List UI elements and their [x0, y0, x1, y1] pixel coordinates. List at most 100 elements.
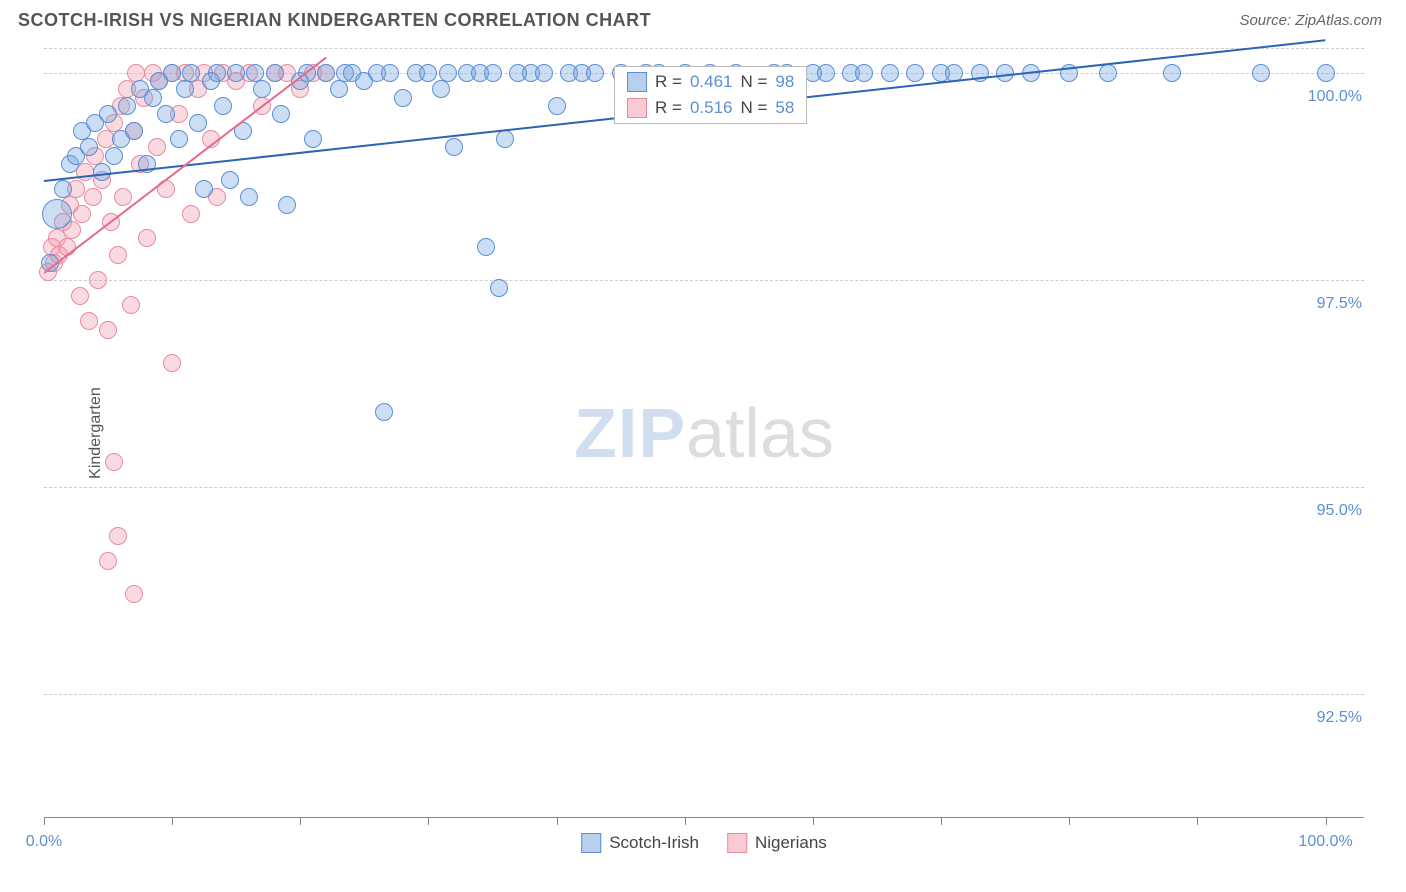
data-point: [54, 180, 72, 198]
x-tick: [685, 817, 686, 825]
data-point: [278, 196, 296, 214]
r-value: 0.461: [690, 72, 733, 92]
swatch-blue: [627, 72, 647, 92]
data-point: [496, 130, 514, 148]
x-tick: [1326, 817, 1327, 825]
header: SCOTCH-IRISH VS NIGERIAN KINDERGARTEN CO…: [0, 0, 1406, 39]
data-point: [42, 199, 72, 229]
data-point: [1163, 64, 1181, 82]
data-point: [1099, 64, 1117, 82]
legend-item-blue: Scotch-Irish: [581, 833, 699, 853]
x-tick: [813, 817, 814, 825]
x-tick: [941, 817, 942, 825]
y-tick-label: 97.5%: [1317, 295, 1366, 313]
data-point: [89, 271, 107, 289]
data-point: [182, 205, 200, 223]
gridline: [44, 280, 1364, 281]
stats-row-blue: R = 0.461 N = 98: [615, 69, 806, 95]
x-tick-label: 100.0%: [1298, 833, 1352, 851]
data-point: [80, 312, 98, 330]
data-point: [176, 80, 194, 98]
r-label: R =: [655, 98, 682, 118]
data-point: [330, 80, 348, 98]
data-point: [535, 64, 553, 82]
watermark: ZIPatlas: [574, 393, 834, 473]
x-tick: [1197, 817, 1198, 825]
n-label: N =: [740, 72, 767, 92]
data-point: [432, 80, 450, 98]
data-point: [484, 64, 502, 82]
legend: Scotch-Irish Nigerians: [581, 833, 827, 853]
data-point: [71, 287, 89, 305]
data-point: [208, 64, 226, 82]
y-axis-label: Kindergarten: [87, 387, 105, 479]
data-point: [80, 138, 98, 156]
data-point: [490, 279, 508, 297]
x-tick: [44, 817, 45, 825]
data-point: [246, 64, 264, 82]
data-point: [394, 89, 412, 107]
data-point: [227, 64, 245, 82]
data-point: [445, 138, 463, 156]
data-point: [906, 64, 924, 82]
stats-row-pink: R = 0.516 N = 58: [615, 95, 806, 121]
data-point: [381, 64, 399, 82]
data-point: [84, 188, 102, 206]
swatch-pink: [627, 98, 647, 118]
data-point: [76, 163, 94, 181]
data-point: [195, 180, 213, 198]
data-point: [881, 64, 899, 82]
swatch-blue: [581, 833, 601, 853]
gridline: [44, 48, 1364, 49]
data-point: [109, 246, 127, 264]
data-point: [105, 147, 123, 165]
stats-box: R = 0.461 N = 98 R = 0.516 N = 58: [614, 66, 807, 124]
r-label: R =: [655, 72, 682, 92]
data-point: [240, 188, 258, 206]
legend-label: Nigerians: [755, 833, 827, 853]
data-point: [317, 64, 335, 82]
data-point: [105, 453, 123, 471]
data-point: [125, 122, 143, 140]
n-value: 98: [775, 72, 794, 92]
data-point: [157, 105, 175, 123]
data-point: [114, 188, 132, 206]
data-point: [144, 89, 162, 107]
data-point: [138, 229, 156, 247]
gridline: [44, 487, 1364, 488]
source-label: Source: ZipAtlas.com: [1239, 12, 1382, 29]
data-point: [99, 321, 117, 339]
n-label: N =: [740, 98, 767, 118]
data-point: [304, 130, 322, 148]
data-point: [163, 354, 181, 372]
data-point: [586, 64, 604, 82]
data-point: [221, 171, 239, 189]
r-value: 0.516: [690, 98, 733, 118]
data-point: [127, 64, 145, 82]
data-point: [99, 105, 117, 123]
data-point: [855, 64, 873, 82]
data-point: [375, 403, 393, 421]
chart-area: Kindergarten ZIPatlas Scotch-Irish Niger…: [44, 48, 1364, 818]
data-point: [73, 205, 91, 223]
x-tick: [172, 817, 173, 825]
data-point: [477, 238, 495, 256]
watermark-zip: ZIP: [574, 394, 686, 472]
y-tick-label: 92.5%: [1317, 709, 1366, 727]
data-point: [214, 97, 232, 115]
data-point: [99, 552, 117, 570]
data-point: [182, 64, 200, 82]
data-point: [118, 97, 136, 115]
data-point: [122, 296, 140, 314]
data-point: [817, 64, 835, 82]
legend-label: Scotch-Irish: [609, 833, 699, 853]
data-point: [148, 138, 166, 156]
data-point: [1317, 64, 1335, 82]
chart-title: SCOTCH-IRISH VS NIGERIAN KINDERGARTEN CO…: [18, 10, 651, 31]
x-tick-label: 0.0%: [26, 833, 62, 851]
legend-item-pink: Nigerians: [727, 833, 827, 853]
data-point: [548, 97, 566, 115]
data-point: [272, 105, 290, 123]
data-point: [266, 64, 284, 82]
data-point: [1252, 64, 1270, 82]
